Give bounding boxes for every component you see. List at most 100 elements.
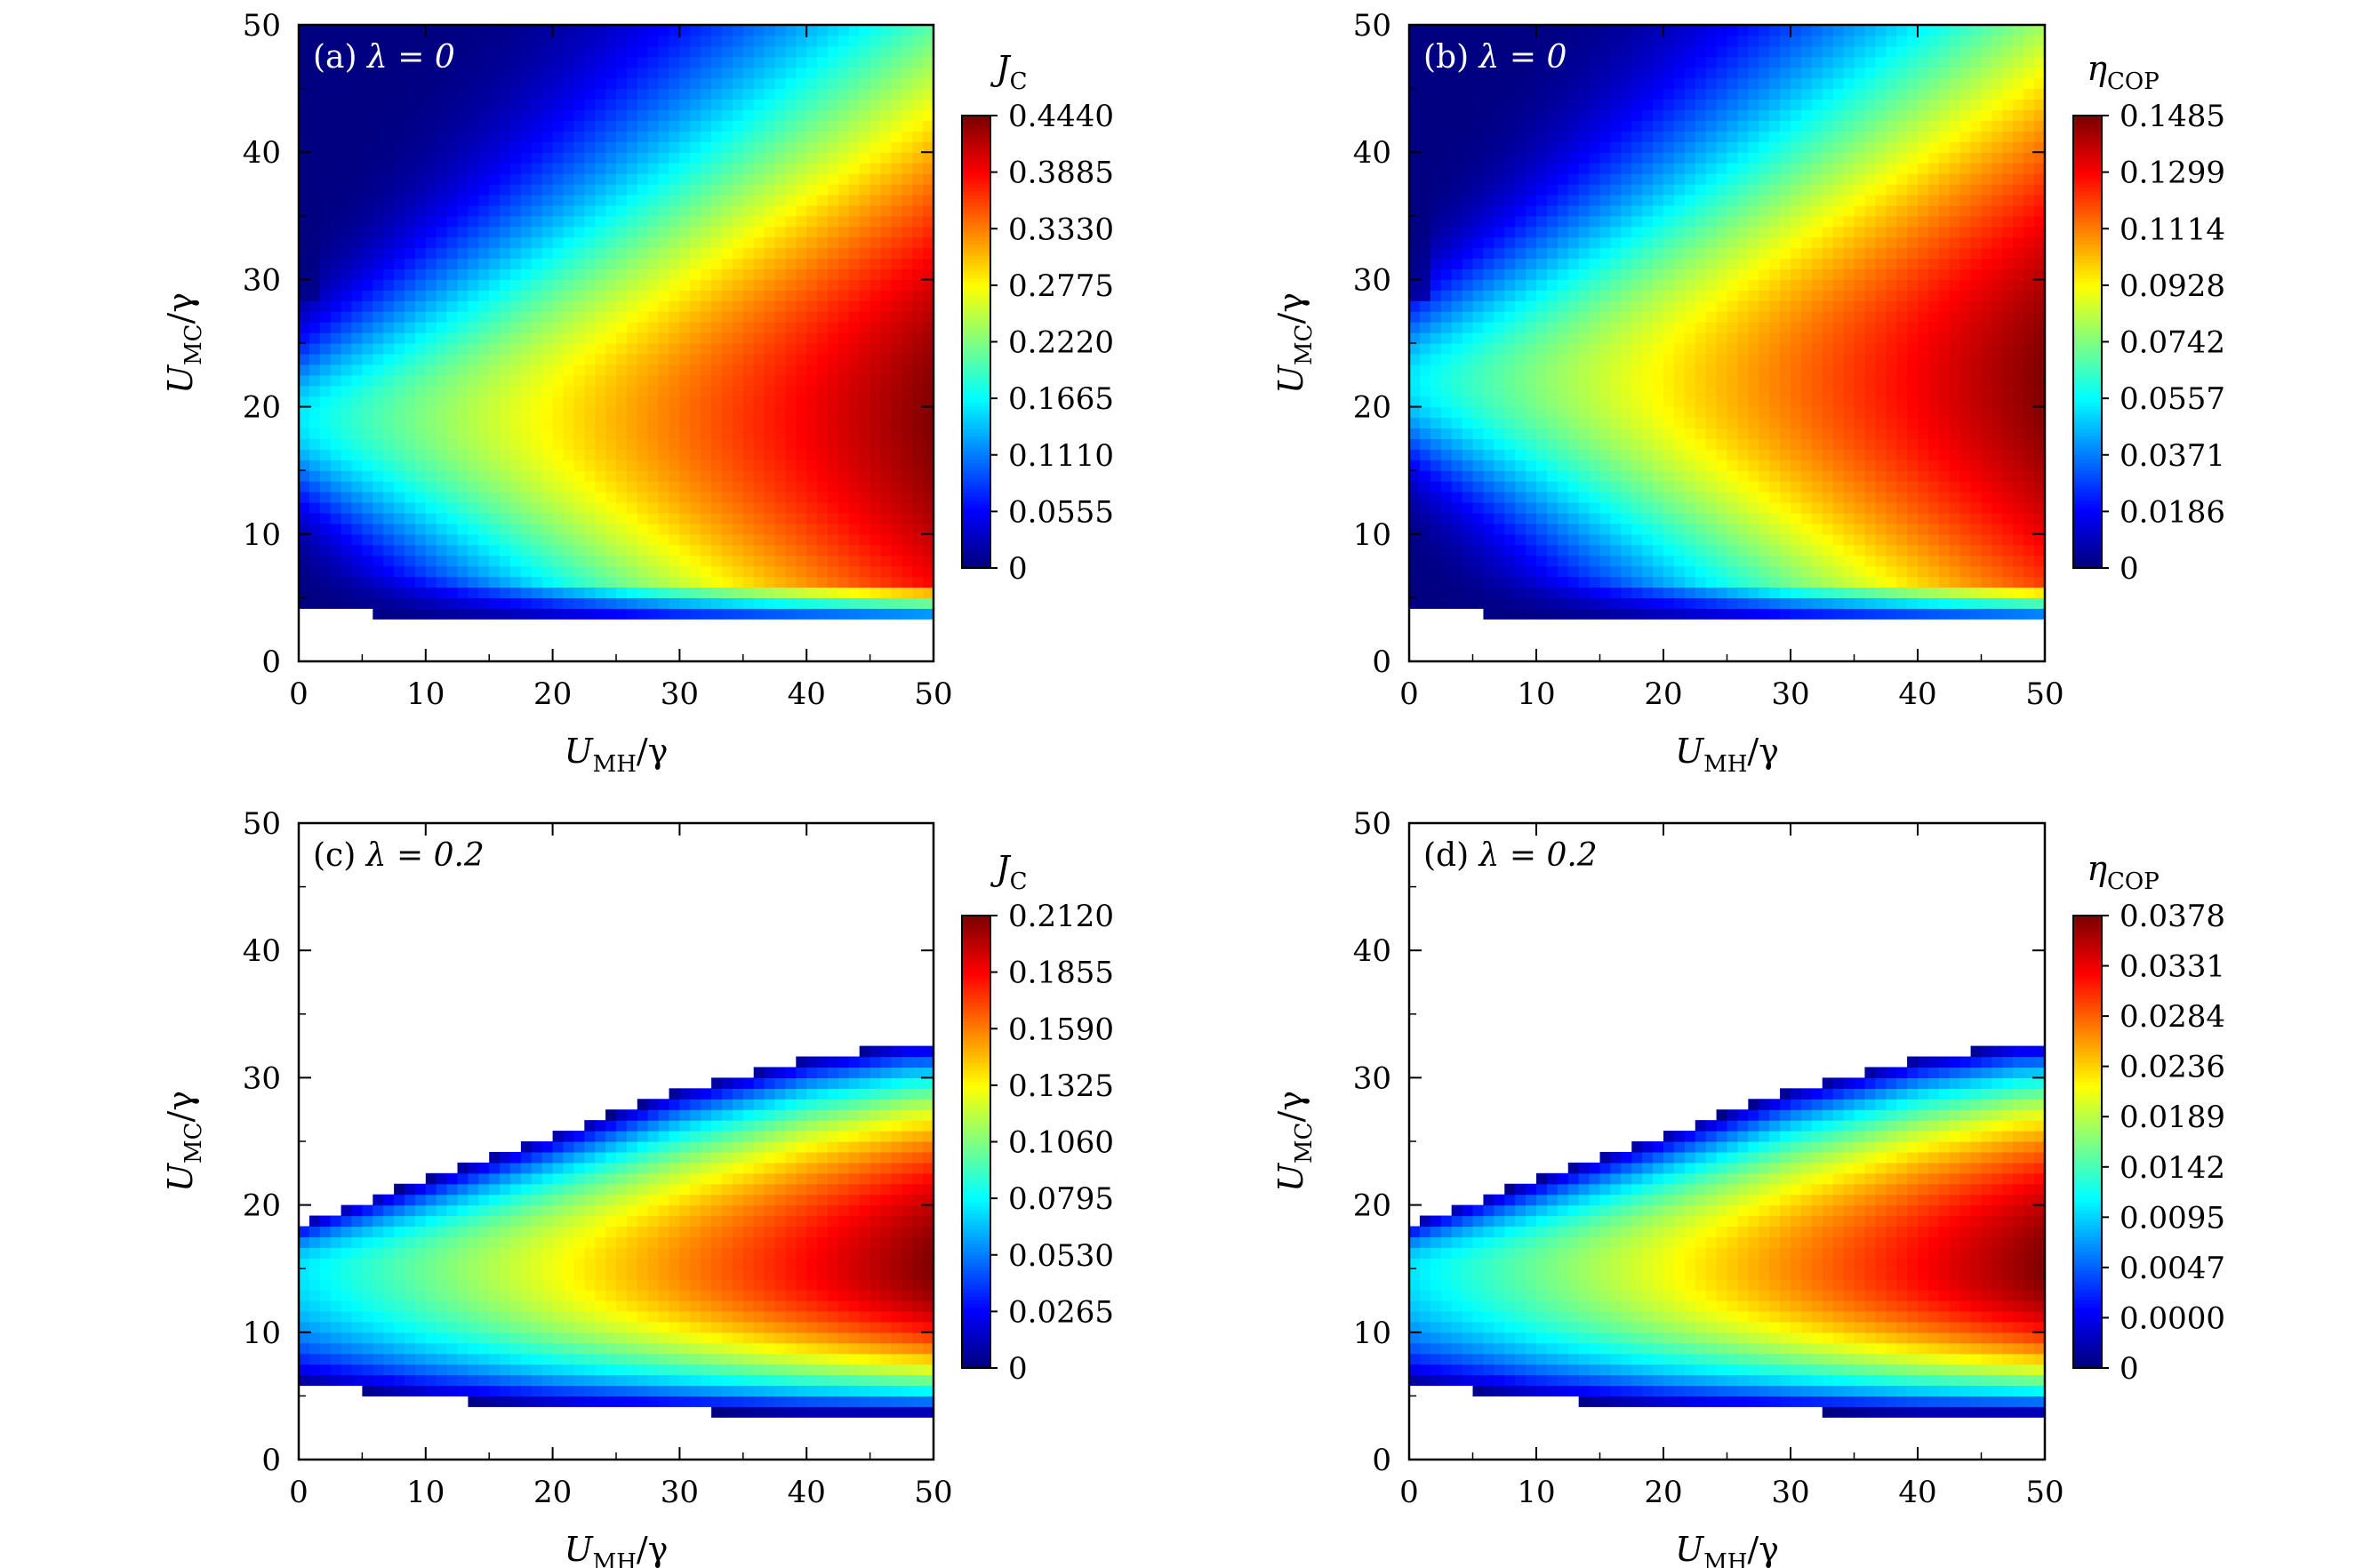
heatmap-cell	[541, 502, 554, 514]
heatmap-cell	[1536, 141, 1548, 153]
heatmap-cell	[902, 460, 913, 471]
heatmap-cell	[732, 152, 744, 164]
heatmap-cell	[912, 120, 924, 132]
heatmap-cell	[637, 141, 649, 153]
heatmap-cell	[605, 396, 617, 408]
heatmap-cell	[309, 597, 321, 609]
heatmap-cell	[711, 131, 723, 142]
heatmap-cell	[1673, 587, 1686, 598]
heatmap-cell	[817, 290, 829, 301]
heatmap-cell	[573, 523, 585, 535]
heatmap-cell	[753, 290, 765, 301]
heatmap-cell	[1567, 512, 1580, 524]
heatmap-cell	[1440, 460, 1453, 471]
heatmap-cell	[299, 120, 310, 132]
heatmap-cell	[299, 258, 310, 270]
heatmap-cell	[1451, 374, 1463, 387]
heatmap-cell	[1673, 99, 1686, 111]
heatmap-cell	[1546, 268, 1559, 280]
heatmap-cell	[1430, 131, 1442, 142]
heatmap-cell	[616, 492, 628, 503]
heatmap-cell	[1610, 492, 1622, 503]
heatmap-cell	[1515, 523, 1527, 535]
heatmap-cell	[626, 226, 638, 238]
heatmap-cell	[319, 236, 332, 249]
heatmap-cell	[425, 204, 437, 217]
heatmap-cell	[1599, 67, 1612, 79]
heatmap-cell	[1440, 173, 1453, 185]
heatmap-cell	[1567, 131, 1580, 142]
heatmap-cell	[1494, 290, 1505, 301]
heatmap-cell	[373, 204, 384, 217]
heatmap-cell	[902, 343, 913, 355]
heatmap-cell	[701, 247, 712, 260]
heatmap-cell	[912, 428, 924, 439]
heatmap-cell	[457, 120, 469, 132]
heatmap-cell	[1462, 173, 1474, 185]
heatmap-cell	[732, 417, 744, 429]
heatmap-cell	[1483, 492, 1495, 503]
heatmap-cell	[1430, 45, 1442, 58]
heatmap-cell	[1673, 544, 1686, 556]
heatmap-cell	[837, 300, 850, 312]
heatmap-cell	[319, 460, 332, 471]
heatmap-cell	[351, 502, 363, 514]
heatmap-cell	[425, 77, 437, 90]
heatmap-cell	[1494, 449, 1505, 460]
heatmap-cell	[1494, 417, 1505, 429]
heatmap-cell	[531, 597, 543, 609]
heatmap-cell	[1515, 99, 1527, 111]
heatmap-cell	[510, 77, 522, 90]
heatmap-cell	[902, 99, 913, 111]
heatmap-cell	[679, 194, 691, 206]
heatmap-cell	[531, 364, 543, 376]
heatmap-cell	[595, 268, 606, 280]
heatmap-cell	[658, 67, 670, 79]
heatmap-cell	[584, 470, 596, 482]
heatmap-cell	[309, 470, 321, 482]
colorbar-segment	[962, 254, 990, 260]
heatmap-cell	[500, 226, 511, 238]
heatmap-cell	[1409, 481, 1421, 492]
heatmap-cell	[394, 428, 405, 439]
heatmap-cell	[489, 226, 501, 238]
heatmap-cell	[1515, 460, 1527, 471]
heatmap-cell	[616, 45, 628, 58]
heatmap-cell	[859, 353, 871, 365]
heatmap-cell	[520, 555, 533, 567]
heatmap-cell	[1653, 279, 1664, 291]
heatmap-cell	[848, 226, 861, 238]
heatmap-cell	[1610, 56, 1622, 68]
heatmap-cell	[1610, 428, 1622, 439]
heatmap-cell	[1663, 300, 1675, 312]
heatmap-cell	[468, 597, 479, 609]
heatmap-cell	[1567, 322, 1580, 333]
colorbar-segment	[962, 296, 990, 301]
heatmap-cell	[837, 481, 850, 492]
heatmap-cell	[690, 470, 701, 482]
heatmap-cell	[1472, 438, 1485, 450]
heatmap-cell	[796, 67, 807, 79]
heatmap-cell	[541, 597, 554, 609]
heatmap-cell	[806, 35, 818, 47]
heatmap-cell	[383, 56, 395, 68]
heatmap-cell	[1610, 597, 1622, 609]
heatmap-cell	[414, 131, 427, 142]
heatmap-cell	[626, 311, 638, 323]
heatmap-cell	[541, 141, 554, 153]
heatmap-cell	[446, 481, 459, 492]
heatmap-cell	[330, 385, 342, 397]
heatmap-cell	[1578, 492, 1591, 503]
heatmap-cell	[690, 290, 701, 301]
colorbar-segment	[962, 239, 990, 244]
heatmap-cell	[1504, 417, 1516, 429]
heatmap-cell	[1653, 268, 1664, 280]
heatmap-cell	[701, 268, 712, 280]
heatmap-cell	[1546, 343, 1559, 355]
heatmap-cell	[330, 311, 342, 323]
heatmap-cell	[373, 268, 384, 280]
heatmap-cell	[1631, 406, 1643, 419]
heatmap-cell	[837, 332, 850, 344]
heatmap-cell	[299, 322, 310, 333]
heatmap-cell	[436, 236, 448, 249]
